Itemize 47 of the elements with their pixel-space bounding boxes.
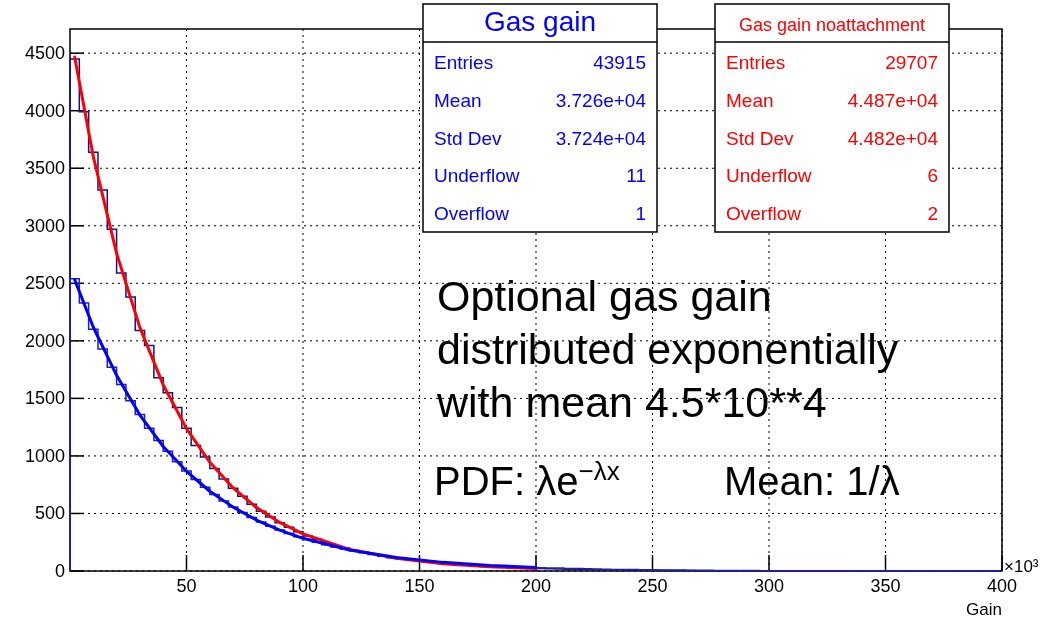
annotation: distributed exponentially [437, 325, 899, 373]
x-tick-label: 400 [986, 576, 1018, 596]
annotation: 6 [927, 165, 938, 187]
annotation: Mean: 1/λ [724, 459, 900, 503]
annotation: 4.482e+04 [847, 127, 939, 149]
annotation: 4.487e+04 [847, 89, 939, 111]
annotation: Overflow [726, 203, 802, 225]
annotation: Std Dev [434, 127, 503, 149]
y-tick-label: 1000 [24, 445, 65, 466]
annotation: Entries [726, 52, 786, 73]
annotation: PDF: λe$^{−λx}$ [434, 456, 620, 503]
x-tick-label: 350 [870, 576, 901, 596]
annotation: Optional gas gain [437, 272, 772, 320]
x-tick-label: 100 [287, 576, 319, 596]
annotation: 3.724e+04 [555, 127, 647, 149]
y-tick-label: 1500 [24, 388, 65, 409]
x-tick-label: 150 [404, 576, 435, 596]
text: ×10³ [1004, 557, 1039, 576]
y-tick-label: 4000 [24, 100, 65, 121]
annotation: Gas gain noattachment [738, 15, 926, 35]
annotation: 11 [626, 165, 646, 187]
x-tick-label: 50 [176, 576, 197, 596]
annotation: 2 [927, 203, 938, 225]
y-tick-label: 3000 [24, 215, 65, 236]
annotation: 29707 [885, 52, 938, 73]
annotation: 43915 [593, 52, 646, 73]
annotation: Std Dev [726, 127, 795, 149]
annotation: 3.726e+04 [555, 89, 647, 111]
annotation: 1 [635, 203, 646, 225]
x-axis-title: Gain [966, 600, 1002, 619]
x-tick-label: 300 [753, 576, 785, 596]
x-tick-label: 250 [637, 576, 668, 596]
y-tick-label: 0 [54, 561, 65, 581]
y-tick-label: 500 [34, 503, 65, 524]
x-tick-label: 200 [520, 576, 552, 596]
y-tick-label: 2000 [24, 330, 65, 351]
y-tick-label: 2500 [24, 273, 65, 294]
annotation: Mean [434, 89, 482, 111]
y-tick-label: 3500 [24, 158, 65, 179]
annotation: Gas gain [483, 6, 597, 37]
annotation: Underflow [434, 165, 520, 187]
annotation: Entries [434, 52, 494, 73]
y-tick-label: 4500 [24, 43, 65, 64]
annotation: with mean 4.5*10**4 [436, 378, 827, 426]
annotation: Underflow [726, 165, 812, 187]
annotation: Mean [726, 89, 774, 111]
annotation: Overflow [434, 203, 510, 225]
